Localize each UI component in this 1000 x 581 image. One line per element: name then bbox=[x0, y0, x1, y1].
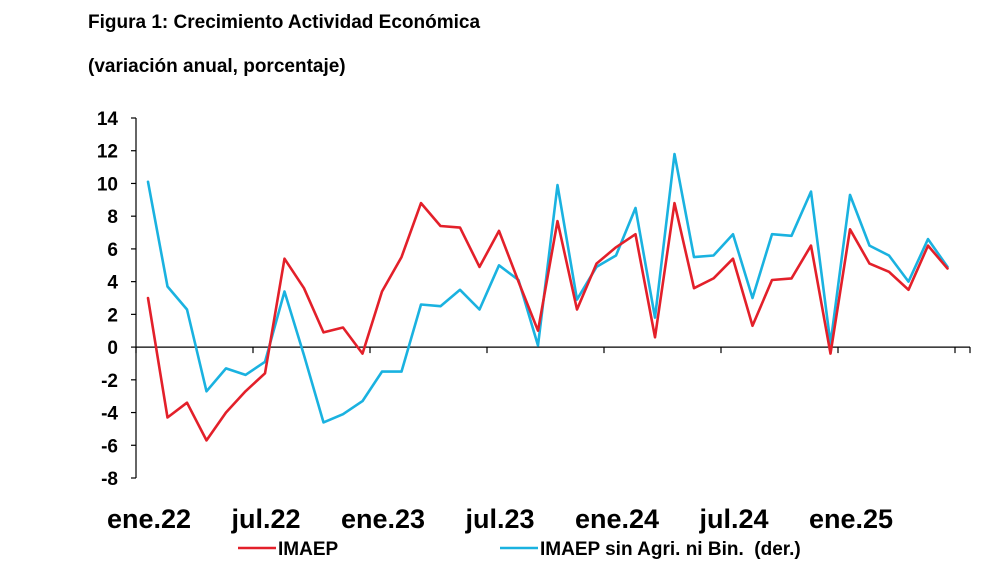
x-tick-label: ene.23 bbox=[341, 504, 425, 534]
x-tick-label: ene.25 bbox=[809, 504, 893, 534]
x-tick-label: ene.24 bbox=[575, 504, 659, 534]
y-tick-label: -8 bbox=[101, 469, 118, 490]
x-tick-label: jul.22 bbox=[230, 504, 300, 534]
legend: IMAEP IMAEP sin Agri. ni Bin. (der.) bbox=[238, 539, 801, 560]
legend-label: IMAEP sin Agri. ni Bin. (der.) bbox=[540, 539, 801, 560]
y-tick-label: -2 bbox=[101, 371, 118, 392]
y-tick-label: 14 bbox=[97, 109, 119, 130]
y-tick-label: 4 bbox=[107, 273, 118, 294]
y-tick-label: -4 bbox=[101, 404, 118, 425]
series-line-imaep bbox=[146, 201, 949, 442]
y-tick-label: 8 bbox=[107, 207, 118, 228]
y-tick-label: 6 bbox=[107, 240, 118, 261]
legend-label: IMAEP bbox=[278, 539, 339, 560]
y-tick-label: 12 bbox=[97, 142, 118, 163]
y-tick-label: 0 bbox=[107, 338, 118, 359]
chart-subtitle: (variación anual, porcentaje) bbox=[88, 56, 346, 77]
chart-title: Figura 1: Crecimiento Actividad Económic… bbox=[88, 12, 481, 33]
y-tick-label: 2 bbox=[107, 305, 118, 326]
y-tick-label: -6 bbox=[101, 436, 118, 457]
x-tick-label: ene.22 bbox=[107, 504, 191, 534]
series-group bbox=[146, 152, 949, 442]
x-tick-label: jul.23 bbox=[464, 504, 534, 534]
x-tick-label: jul.24 bbox=[698, 504, 768, 534]
y-tick-label: 10 bbox=[97, 174, 118, 195]
series-line-imaep-sin-agri bbox=[146, 152, 949, 424]
